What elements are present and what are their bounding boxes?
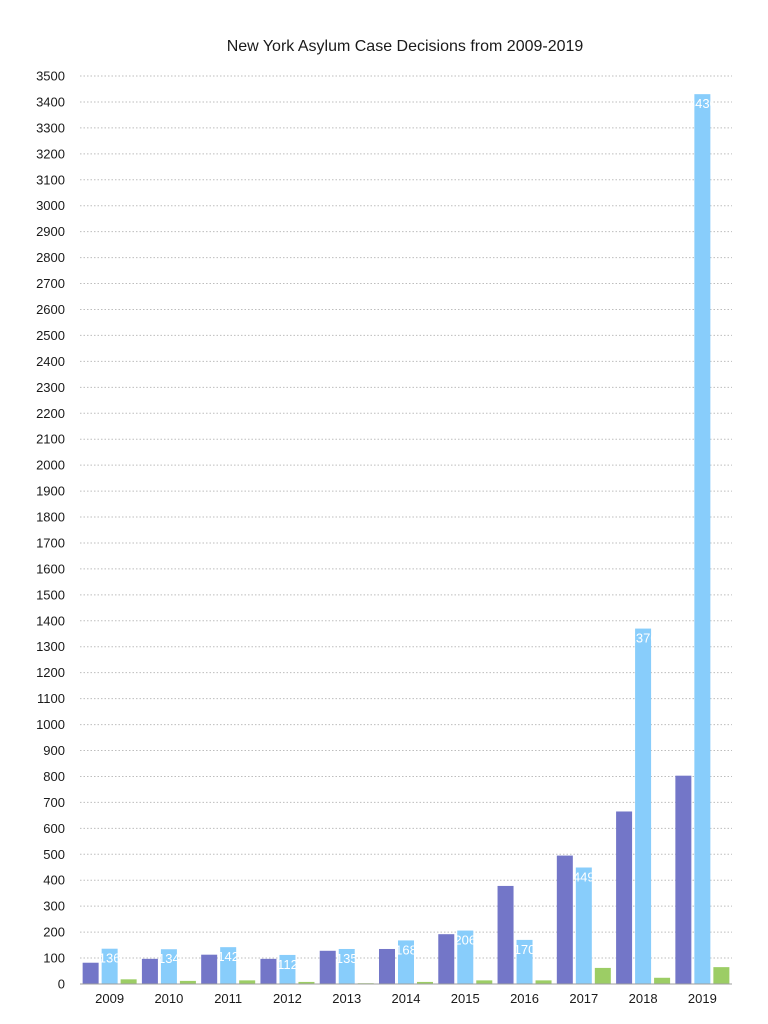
bar-2016-s2 <box>516 939 533 984</box>
data-label: 168 <box>395 942 417 957</box>
y-tick-label: 2100 <box>36 432 65 447</box>
bar-2012-s1 <box>260 958 277 984</box>
bar-layer <box>82 94 730 984</box>
bar-2011-s2 <box>220 947 237 984</box>
y-tick-label: 500 <box>43 847 65 862</box>
y-tick-label: 400 <box>43 873 65 888</box>
bar-2017-s3 <box>594 967 611 984</box>
y-tick-label: 1700 <box>36 535 65 550</box>
data-label: 142 <box>217 949 239 964</box>
y-tick-label: 2300 <box>36 380 65 395</box>
x-tick-label: 2018 <box>629 991 658 1006</box>
y-tick-label: 1900 <box>36 484 65 499</box>
y-tick-label: 2900 <box>36 224 65 239</box>
label-layer: 136 134 142 112 135 168 206 170 449 1370 3430 <box>99 96 717 972</box>
bar-2013-s1 <box>319 950 336 984</box>
bar-2012-s3 <box>298 981 315 984</box>
y-tick-label: 1600 <box>36 561 65 576</box>
y-tick-label: 2200 <box>36 406 65 421</box>
bar-2015-s3 <box>476 980 493 984</box>
bar-2012-s2 <box>279 954 296 984</box>
bar-2016-s1 <box>497 885 514 984</box>
data-label: 134 <box>158 951 180 966</box>
chart-title: New York Asylum Case Decisions from 2009… <box>226 38 584 55</box>
bar-2016-s3 <box>535 980 552 984</box>
bar-2014-s3 <box>417 981 433 984</box>
y-tick-label: 300 <box>43 899 65 914</box>
bar-2010-s2 <box>160 949 177 984</box>
y-tick-label: 800 <box>43 769 65 784</box>
bar-2019-s2 <box>694 94 711 984</box>
bar-2009-s3 <box>120 979 137 984</box>
y-tick-label: 1100 <box>37 691 65 706</box>
bar-2013-s2 <box>338 948 355 984</box>
x-tick-label: 2012 <box>273 991 302 1006</box>
bar-2009-s2 <box>101 948 118 984</box>
bar-2011-s1 <box>201 954 218 984</box>
x-tick-label: 2016 <box>510 991 539 1006</box>
y-tick-label: 1400 <box>36 613 65 628</box>
bar-2017-s2 <box>575 867 592 984</box>
y-tick-label: 3100 <box>36 172 65 187</box>
bar-2014-s2 <box>398 940 414 984</box>
bar-2010-s3 <box>179 980 196 984</box>
y-tick-label: 2600 <box>36 302 65 317</box>
bar-2019-s3 <box>713 967 730 984</box>
data-label: 206 <box>454 933 476 948</box>
data-label: 3430 <box>688 96 717 111</box>
y-tick-label: 3400 <box>36 94 65 109</box>
y-tick-label: 1000 <box>36 717 65 732</box>
y-tick-label: 3500 <box>36 69 65 84</box>
x-tick-label: 2014 <box>392 991 421 1006</box>
y-tick-label: 3200 <box>36 146 65 161</box>
x-tick-label: 2013 <box>332 991 361 1006</box>
y-tick-label: 100 <box>43 951 65 966</box>
y-tick-label: 1200 <box>36 665 65 680</box>
bar-2015-s2 <box>457 930 474 984</box>
x-tick-label: 2010 <box>154 991 183 1006</box>
y-tick-label: 2700 <box>36 276 65 291</box>
y-tick-label: 1500 <box>36 587 65 602</box>
x-tick-label: 2011 <box>214 991 242 1006</box>
axis-layer: 0 100 200 300 400 500 600 700 800 900 1000 1100 1200… <box>36 69 732 1006</box>
grid-layer <box>80 75 732 959</box>
bar-2019-s1 <box>675 775 692 984</box>
y-tick-label: 1800 <box>36 510 65 525</box>
y-tick-label: 1300 <box>36 639 65 654</box>
data-label: 112 <box>277 957 298 972</box>
data-label: 170 <box>514 942 536 957</box>
y-tick-label: 3000 <box>36 198 65 213</box>
y-tick-label: 200 <box>43 925 65 940</box>
bar-2017-s1 <box>556 855 573 984</box>
x-tick-label: 2009 <box>95 991 124 1006</box>
bar-2018-s3 <box>654 977 671 984</box>
y-tick-label: 2000 <box>36 458 65 473</box>
y-tick-label: 2400 <box>36 354 65 369</box>
data-label: 136 <box>99 951 121 966</box>
y-tick-label: 700 <box>43 795 65 810</box>
bar-2018-s1 <box>616 811 633 984</box>
bar-2014-s1 <box>379 948 395 984</box>
x-tick-label: 2015 <box>451 991 480 1006</box>
x-tick-label: 2019 <box>688 991 717 1006</box>
y-tick-label: 900 <box>43 743 65 758</box>
bar-2015-s1 <box>438 934 455 984</box>
y-tick-label: 2500 <box>36 328 65 343</box>
x-tick-label: 2017 <box>569 991 598 1006</box>
bar-2018-s2 <box>635 628 652 984</box>
data-label: 135 <box>336 951 358 966</box>
data-label: 1370 <box>629 631 658 646</box>
data-label: 449 <box>573 870 595 885</box>
y-tick-label: 2800 <box>36 250 65 265</box>
bar-2011-s3 <box>239 980 256 984</box>
y-tick-label: 3300 <box>36 120 65 135</box>
bar-2009-s1 <box>82 962 99 984</box>
y-tick-label: 0 <box>58 977 65 992</box>
bar-2010-s1 <box>141 958 158 984</box>
y-tick-label: 600 <box>43 821 65 836</box>
